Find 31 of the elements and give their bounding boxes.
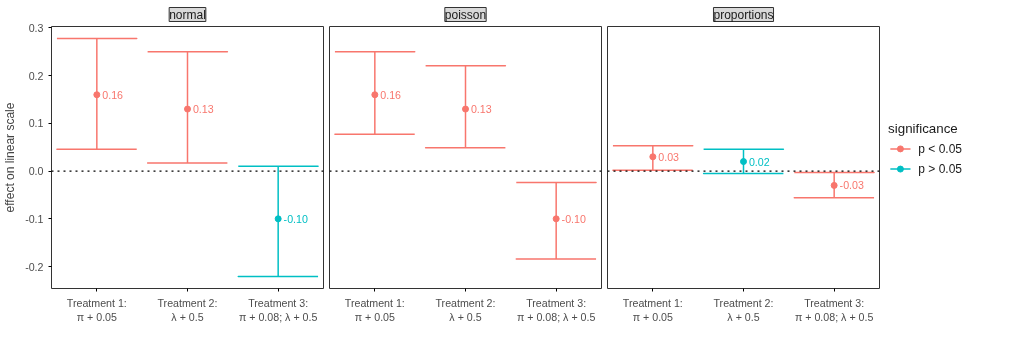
data-label: 0.16 (380, 88, 402, 101)
x-tick-label: Treatment 1: π + 0.05 (622, 296, 683, 323)
x-tick-label: Treatment 1: π + 0.05 (66, 296, 127, 323)
x-tick-label: Treatment 2: λ + 0.5 (713, 296, 774, 323)
x-tick-label: Treatment 3: π + 0.08; λ + 0.5 (238, 296, 318, 323)
chart-title: normal (169, 7, 206, 22)
x-tick-label: Treatment 2: λ + 0.5 (435, 296, 496, 323)
y-tick-label: 0.3 (28, 21, 44, 34)
data-label: 0.02 (748, 155, 770, 168)
y-tick-label: 0.1 (28, 117, 44, 130)
y-axis-title: effect on linear scale (3, 102, 18, 213)
data-label: -0.10 (561, 212, 586, 225)
chart-title: proportions (713, 7, 774, 22)
x-tick-label: Treatment 2: λ + 0.5 (157, 296, 218, 323)
data-label: -0.03 (839, 179, 864, 192)
x-tick-label: Treatment 3: π + 0.08; λ + 0.5 (794, 296, 874, 323)
y-tick-label: 0.0 (28, 165, 44, 178)
y-tick-label: -0.2 (25, 260, 44, 273)
data-label: 0.13 (192, 103, 214, 116)
legend-label: p < 0.05 (918, 141, 963, 156)
y-tick-label: -0.1 (25, 212, 44, 225)
y-tick-label: 0.2 (28, 69, 44, 82)
chart-title: poisson (444, 7, 487, 22)
data-label: 0.03 (658, 150, 680, 163)
data-label: 0.13 (470, 103, 492, 116)
legend-label: p > 0.05 (918, 162, 963, 177)
x-tick-label: Treatment 3: π + 0.08; λ + 0.5 (516, 296, 596, 323)
data-label: 0.16 (102, 88, 124, 101)
legend-title: significance (888, 121, 958, 137)
x-tick-label: Treatment 1: π + 0.05 (344, 296, 405, 323)
data-label: -0.10 (283, 212, 308, 225)
